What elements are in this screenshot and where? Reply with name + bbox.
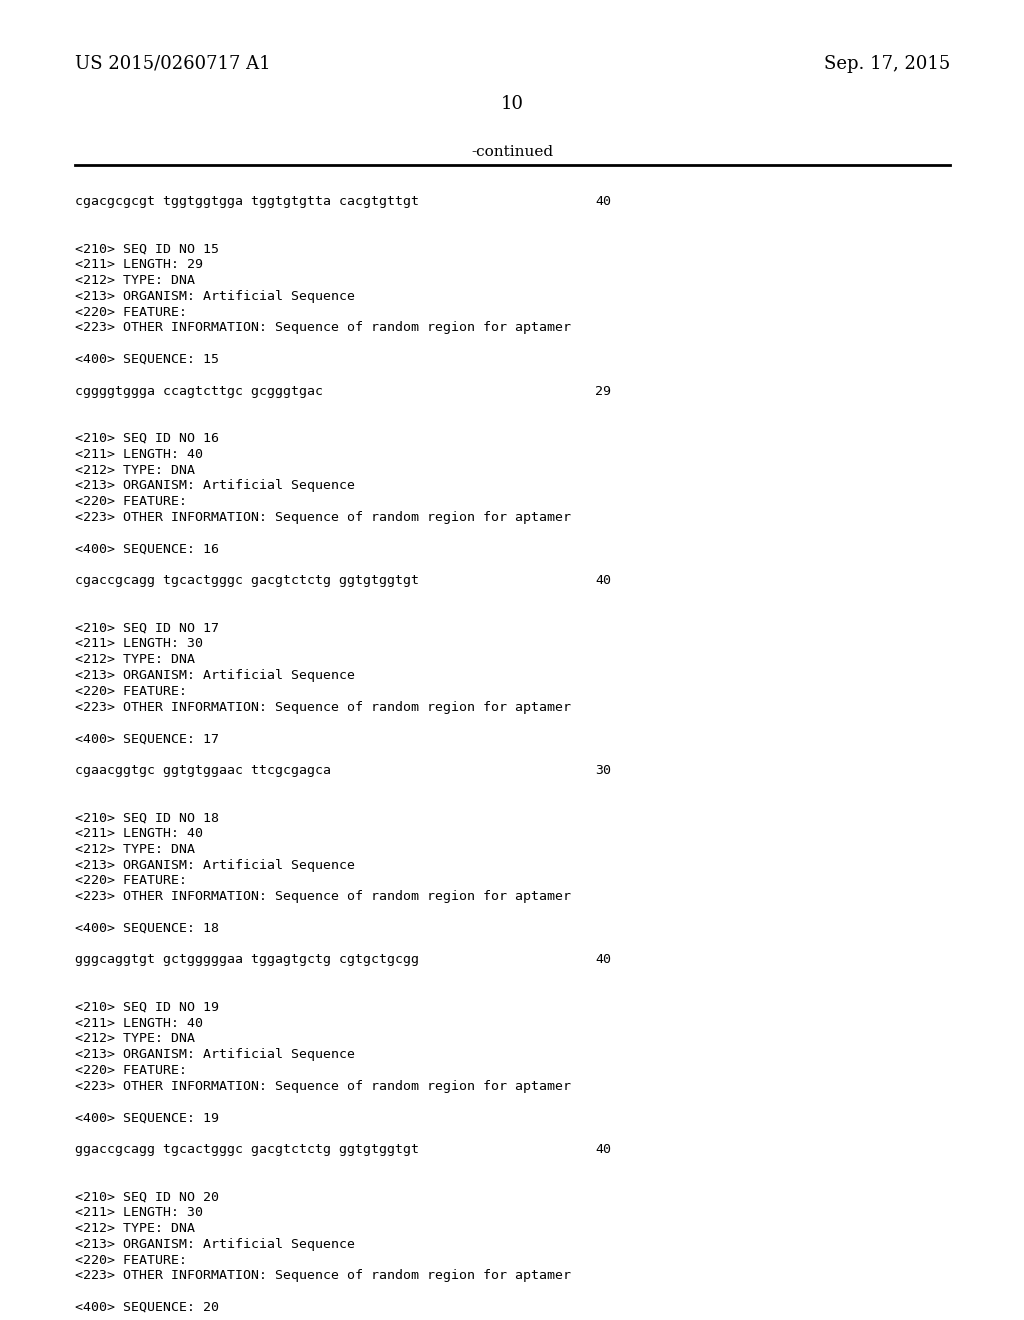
Text: <220> FEATURE:: <220> FEATURE: (75, 874, 187, 887)
Text: cgaacggtgc ggtgtggaac ttcgcgagca: cgaacggtgc ggtgtggaac ttcgcgagca (75, 764, 331, 776)
Text: cggggtggga ccagtcttgc gcgggtgac: cggggtggga ccagtcttgc gcgggtgac (75, 384, 323, 397)
Text: 40: 40 (595, 953, 611, 966)
Text: <223> OTHER INFORMATION: Sequence of random region for aptamer: <223> OTHER INFORMATION: Sequence of ran… (75, 890, 571, 903)
Text: <400> SEQUENCE: 20: <400> SEQUENCE: 20 (75, 1302, 219, 1313)
Text: <211> LENGTH: 30: <211> LENGTH: 30 (75, 1206, 203, 1220)
Text: <212> TYPE: DNA: <212> TYPE: DNA (75, 653, 195, 667)
Text: <212> TYPE: DNA: <212> TYPE: DNA (75, 842, 195, 855)
Text: cgacgcgcgt tggtggtgga tggtgtgtta cacgtgttgt: cgacgcgcgt tggtggtgga tggtgtgtta cacgtgt… (75, 195, 419, 209)
Text: gggcaggtgt gctgggggaa tggagtgctg cgtgctgcgg: gggcaggtgt gctgggggaa tggagtgctg cgtgctg… (75, 953, 419, 966)
Text: <223> OTHER INFORMATION: Sequence of random region for aptamer: <223> OTHER INFORMATION: Sequence of ran… (75, 321, 571, 334)
Text: <211> LENGTH: 30: <211> LENGTH: 30 (75, 638, 203, 651)
Text: <223> OTHER INFORMATION: Sequence of random region for aptamer: <223> OTHER INFORMATION: Sequence of ran… (75, 511, 571, 524)
Text: <210> SEQ ID NO 20: <210> SEQ ID NO 20 (75, 1191, 219, 1204)
Text: 40: 40 (595, 574, 611, 587)
Text: <211> LENGTH: 29: <211> LENGTH: 29 (75, 259, 203, 271)
Text: 40: 40 (595, 195, 611, 209)
Text: <213> ORGANISM: Artificial Sequence: <213> ORGANISM: Artificial Sequence (75, 1048, 355, 1061)
Text: <223> OTHER INFORMATION: Sequence of random region for aptamer: <223> OTHER INFORMATION: Sequence of ran… (75, 1270, 571, 1283)
Text: <212> TYPE: DNA: <212> TYPE: DNA (75, 1222, 195, 1236)
Text: 29: 29 (595, 384, 611, 397)
Text: 10: 10 (501, 95, 523, 114)
Text: <400> SEQUENCE: 17: <400> SEQUENCE: 17 (75, 733, 219, 746)
Text: <211> LENGTH: 40: <211> LENGTH: 40 (75, 828, 203, 840)
Text: -continued: -continued (471, 145, 553, 158)
Text: <211> LENGTH: 40: <211> LENGTH: 40 (75, 447, 203, 461)
Text: <220> FEATURE:: <220> FEATURE: (75, 685, 187, 698)
Text: <220> FEATURE:: <220> FEATURE: (75, 1064, 187, 1077)
Text: <213> ORGANISM: Artificial Sequence: <213> ORGANISM: Artificial Sequence (75, 290, 355, 302)
Text: Sep. 17, 2015: Sep. 17, 2015 (823, 55, 950, 73)
Text: <210> SEQ ID NO 15: <210> SEQ ID NO 15 (75, 243, 219, 255)
Text: <400> SEQUENCE: 16: <400> SEQUENCE: 16 (75, 543, 219, 556)
Text: <220> FEATURE:: <220> FEATURE: (75, 1254, 187, 1267)
Text: <213> ORGANISM: Artificial Sequence: <213> ORGANISM: Artificial Sequence (75, 479, 355, 492)
Text: <210> SEQ ID NO 17: <210> SEQ ID NO 17 (75, 622, 219, 635)
Text: ggaccgcagg tgcactgggc gacgtctctg ggtgtggtgt: ggaccgcagg tgcactgggc gacgtctctg ggtgtgg… (75, 1143, 419, 1156)
Text: <211> LENGTH: 40: <211> LENGTH: 40 (75, 1016, 203, 1030)
Text: <213> ORGANISM: Artificial Sequence: <213> ORGANISM: Artificial Sequence (75, 858, 355, 871)
Text: <212> TYPE: DNA: <212> TYPE: DNA (75, 275, 195, 286)
Text: <220> FEATURE:: <220> FEATURE: (75, 306, 187, 318)
Text: 40: 40 (595, 1143, 611, 1156)
Text: <213> ORGANISM: Artificial Sequence: <213> ORGANISM: Artificial Sequence (75, 1238, 355, 1251)
Text: <212> TYPE: DNA: <212> TYPE: DNA (75, 1032, 195, 1045)
Text: <223> OTHER INFORMATION: Sequence of random region for aptamer: <223> OTHER INFORMATION: Sequence of ran… (75, 701, 571, 714)
Text: <213> ORGANISM: Artificial Sequence: <213> ORGANISM: Artificial Sequence (75, 669, 355, 682)
Text: US 2015/0260717 A1: US 2015/0260717 A1 (75, 55, 270, 73)
Text: cgaccgcagg tgcactgggc gacgtctctg ggtgtggtgt: cgaccgcagg tgcactgggc gacgtctctg ggtgtgg… (75, 574, 419, 587)
Text: <210> SEQ ID NO 19: <210> SEQ ID NO 19 (75, 1001, 219, 1014)
Text: <212> TYPE: DNA: <212> TYPE: DNA (75, 463, 195, 477)
Text: <210> SEQ ID NO 16: <210> SEQ ID NO 16 (75, 432, 219, 445)
Text: <400> SEQUENCE: 18: <400> SEQUENCE: 18 (75, 921, 219, 935)
Text: 30: 30 (595, 764, 611, 776)
Text: <220> FEATURE:: <220> FEATURE: (75, 495, 187, 508)
Text: <223> OTHER INFORMATION: Sequence of random region for aptamer: <223> OTHER INFORMATION: Sequence of ran… (75, 1080, 571, 1093)
Text: <400> SEQUENCE: 19: <400> SEQUENCE: 19 (75, 1111, 219, 1125)
Text: <210> SEQ ID NO 18: <210> SEQ ID NO 18 (75, 812, 219, 824)
Text: <400> SEQUENCE: 15: <400> SEQUENCE: 15 (75, 352, 219, 366)
